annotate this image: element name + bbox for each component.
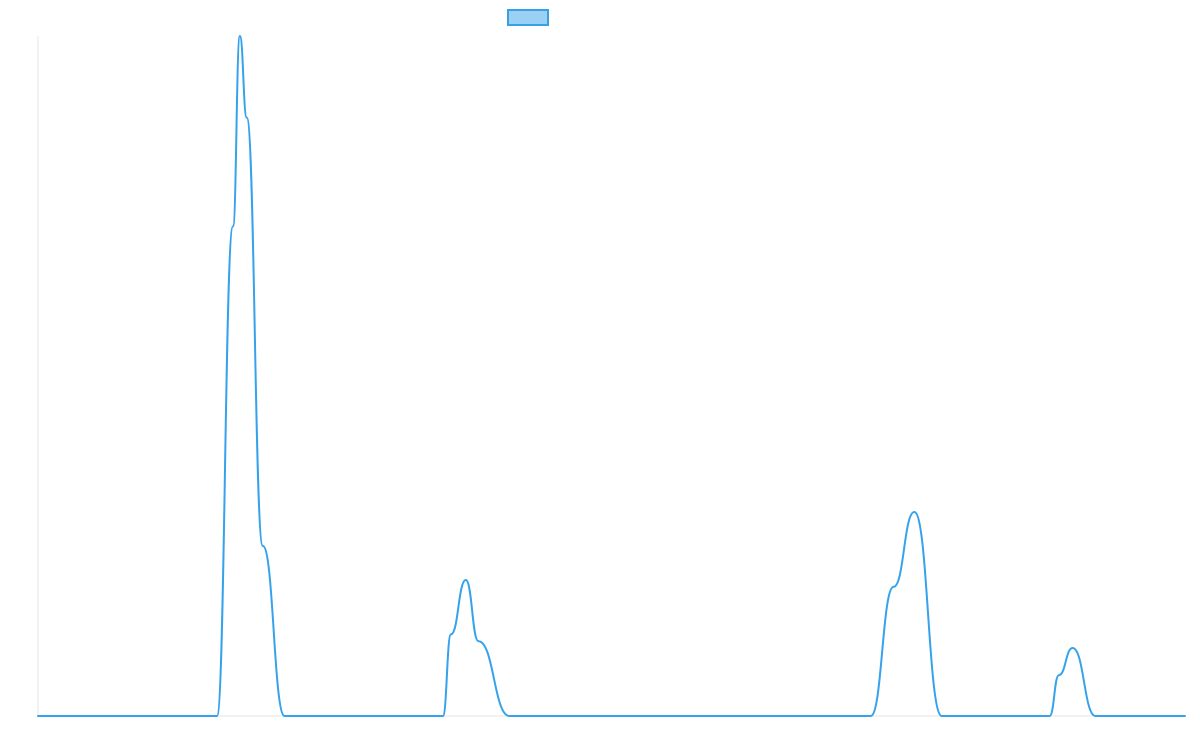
axes — [37, 36, 1185, 717]
legend-swatch — [507, 9, 549, 26]
series-layer — [37, 35, 1186, 718]
series-line-1 — [37, 35, 1186, 718]
legend — [507, 9, 549, 26]
